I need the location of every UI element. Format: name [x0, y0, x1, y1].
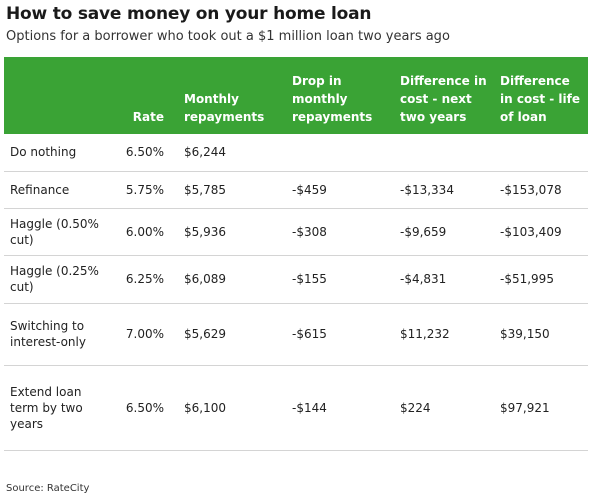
- table-row-interest-only: Switching to interest-only 7.00% $5,629 …: [4, 303, 588, 366]
- cell-diff-life: $39,150: [494, 303, 588, 366]
- cell-rate: 6.00%: [111, 208, 178, 256]
- header-difference-life-of-loan: Difference in cost - life of loan: [494, 57, 588, 134]
- cell-diff-two-years: $11,232: [394, 303, 494, 366]
- cell-diff-life: $97,921: [494, 365, 588, 451]
- cell-option: Refinance: [4, 171, 111, 209]
- cell-drop: [286, 134, 394, 172]
- table-row-refinance: Refinance 5.75% $5,785 -$459 -$13,334 -$…: [4, 171, 588, 209]
- cell-diff-two-years: -$9,659: [394, 208, 494, 256]
- loan-options-table: Rate Monthly repayments Drop in monthly …: [4, 57, 588, 451]
- cell-diff-two-years: [394, 134, 494, 172]
- cell-diff-life: -$51,995: [494, 255, 588, 304]
- cell-diff-life: -$103,409: [494, 208, 588, 256]
- source-note: Source: RateCity: [6, 483, 90, 494]
- cell-rate: 6.25%: [111, 255, 178, 304]
- cell-option: Haggle (0.25% cut): [4, 255, 111, 304]
- cell-drop: -$144: [286, 365, 394, 451]
- cell-diff-life: [494, 134, 588, 172]
- header-drop-in-monthly-repayments: Drop in monthly repayments: [286, 57, 394, 134]
- table-row-haggle-025: Haggle (0.25% cut) 6.25% $6,089 -$155 -$…: [4, 255, 588, 304]
- header-option: [4, 57, 111, 134]
- cell-diff-two-years: $224: [394, 365, 494, 451]
- cell-drop: -$459: [286, 171, 394, 209]
- cell-diff-two-years: -$13,334: [394, 171, 494, 209]
- cell-monthly-repayments: $6,100: [178, 365, 286, 451]
- cell-rate: 7.00%: [111, 303, 178, 366]
- cell-monthly-repayments: $6,089: [178, 255, 286, 304]
- cell-drop: -$615: [286, 303, 394, 366]
- table-row-do-nothing: Do nothing 6.50% $6,244: [4, 134, 588, 172]
- table-header-row: Rate Monthly repayments Drop in monthly …: [4, 57, 588, 134]
- cell-rate: 6.50%: [111, 365, 178, 451]
- header-difference-next-two-years: Difference in cost - next two years: [394, 57, 494, 134]
- cell-option: Haggle (0.50% cut): [4, 208, 111, 256]
- chart-title: How to save money on your home loan: [6, 4, 372, 24]
- cell-drop: -$308: [286, 208, 394, 256]
- cell-option: Do nothing: [4, 134, 111, 172]
- cell-monthly-repayments: $5,629: [178, 303, 286, 366]
- cell-rate: 5.75%: [111, 171, 178, 209]
- cell-drop: -$155: [286, 255, 394, 304]
- cell-option: Switching to interest-only: [4, 303, 111, 366]
- table-row-haggle-050: Haggle (0.50% cut) 6.00% $5,936 -$308 -$…: [4, 208, 588, 256]
- cell-monthly-repayments: $6,244: [178, 134, 286, 172]
- cell-diff-two-years: -$4,831: [394, 255, 494, 304]
- cell-monthly-repayments: $5,936: [178, 208, 286, 256]
- chart-subtitle: Options for a borrower who took out a $1…: [6, 29, 450, 44]
- header-monthly-repayments: Monthly repayments: [178, 57, 286, 134]
- cell-option: Extend loan term by two years: [4, 365, 111, 451]
- cell-monthly-repayments: $5,785: [178, 171, 286, 209]
- cell-rate: 6.50%: [111, 134, 178, 172]
- table-row-extend-term: Extend loan term by two years 6.50% $6,1…: [4, 365, 588, 451]
- cell-diff-life: -$153,078: [494, 171, 588, 209]
- header-rate: Rate: [111, 57, 178, 134]
